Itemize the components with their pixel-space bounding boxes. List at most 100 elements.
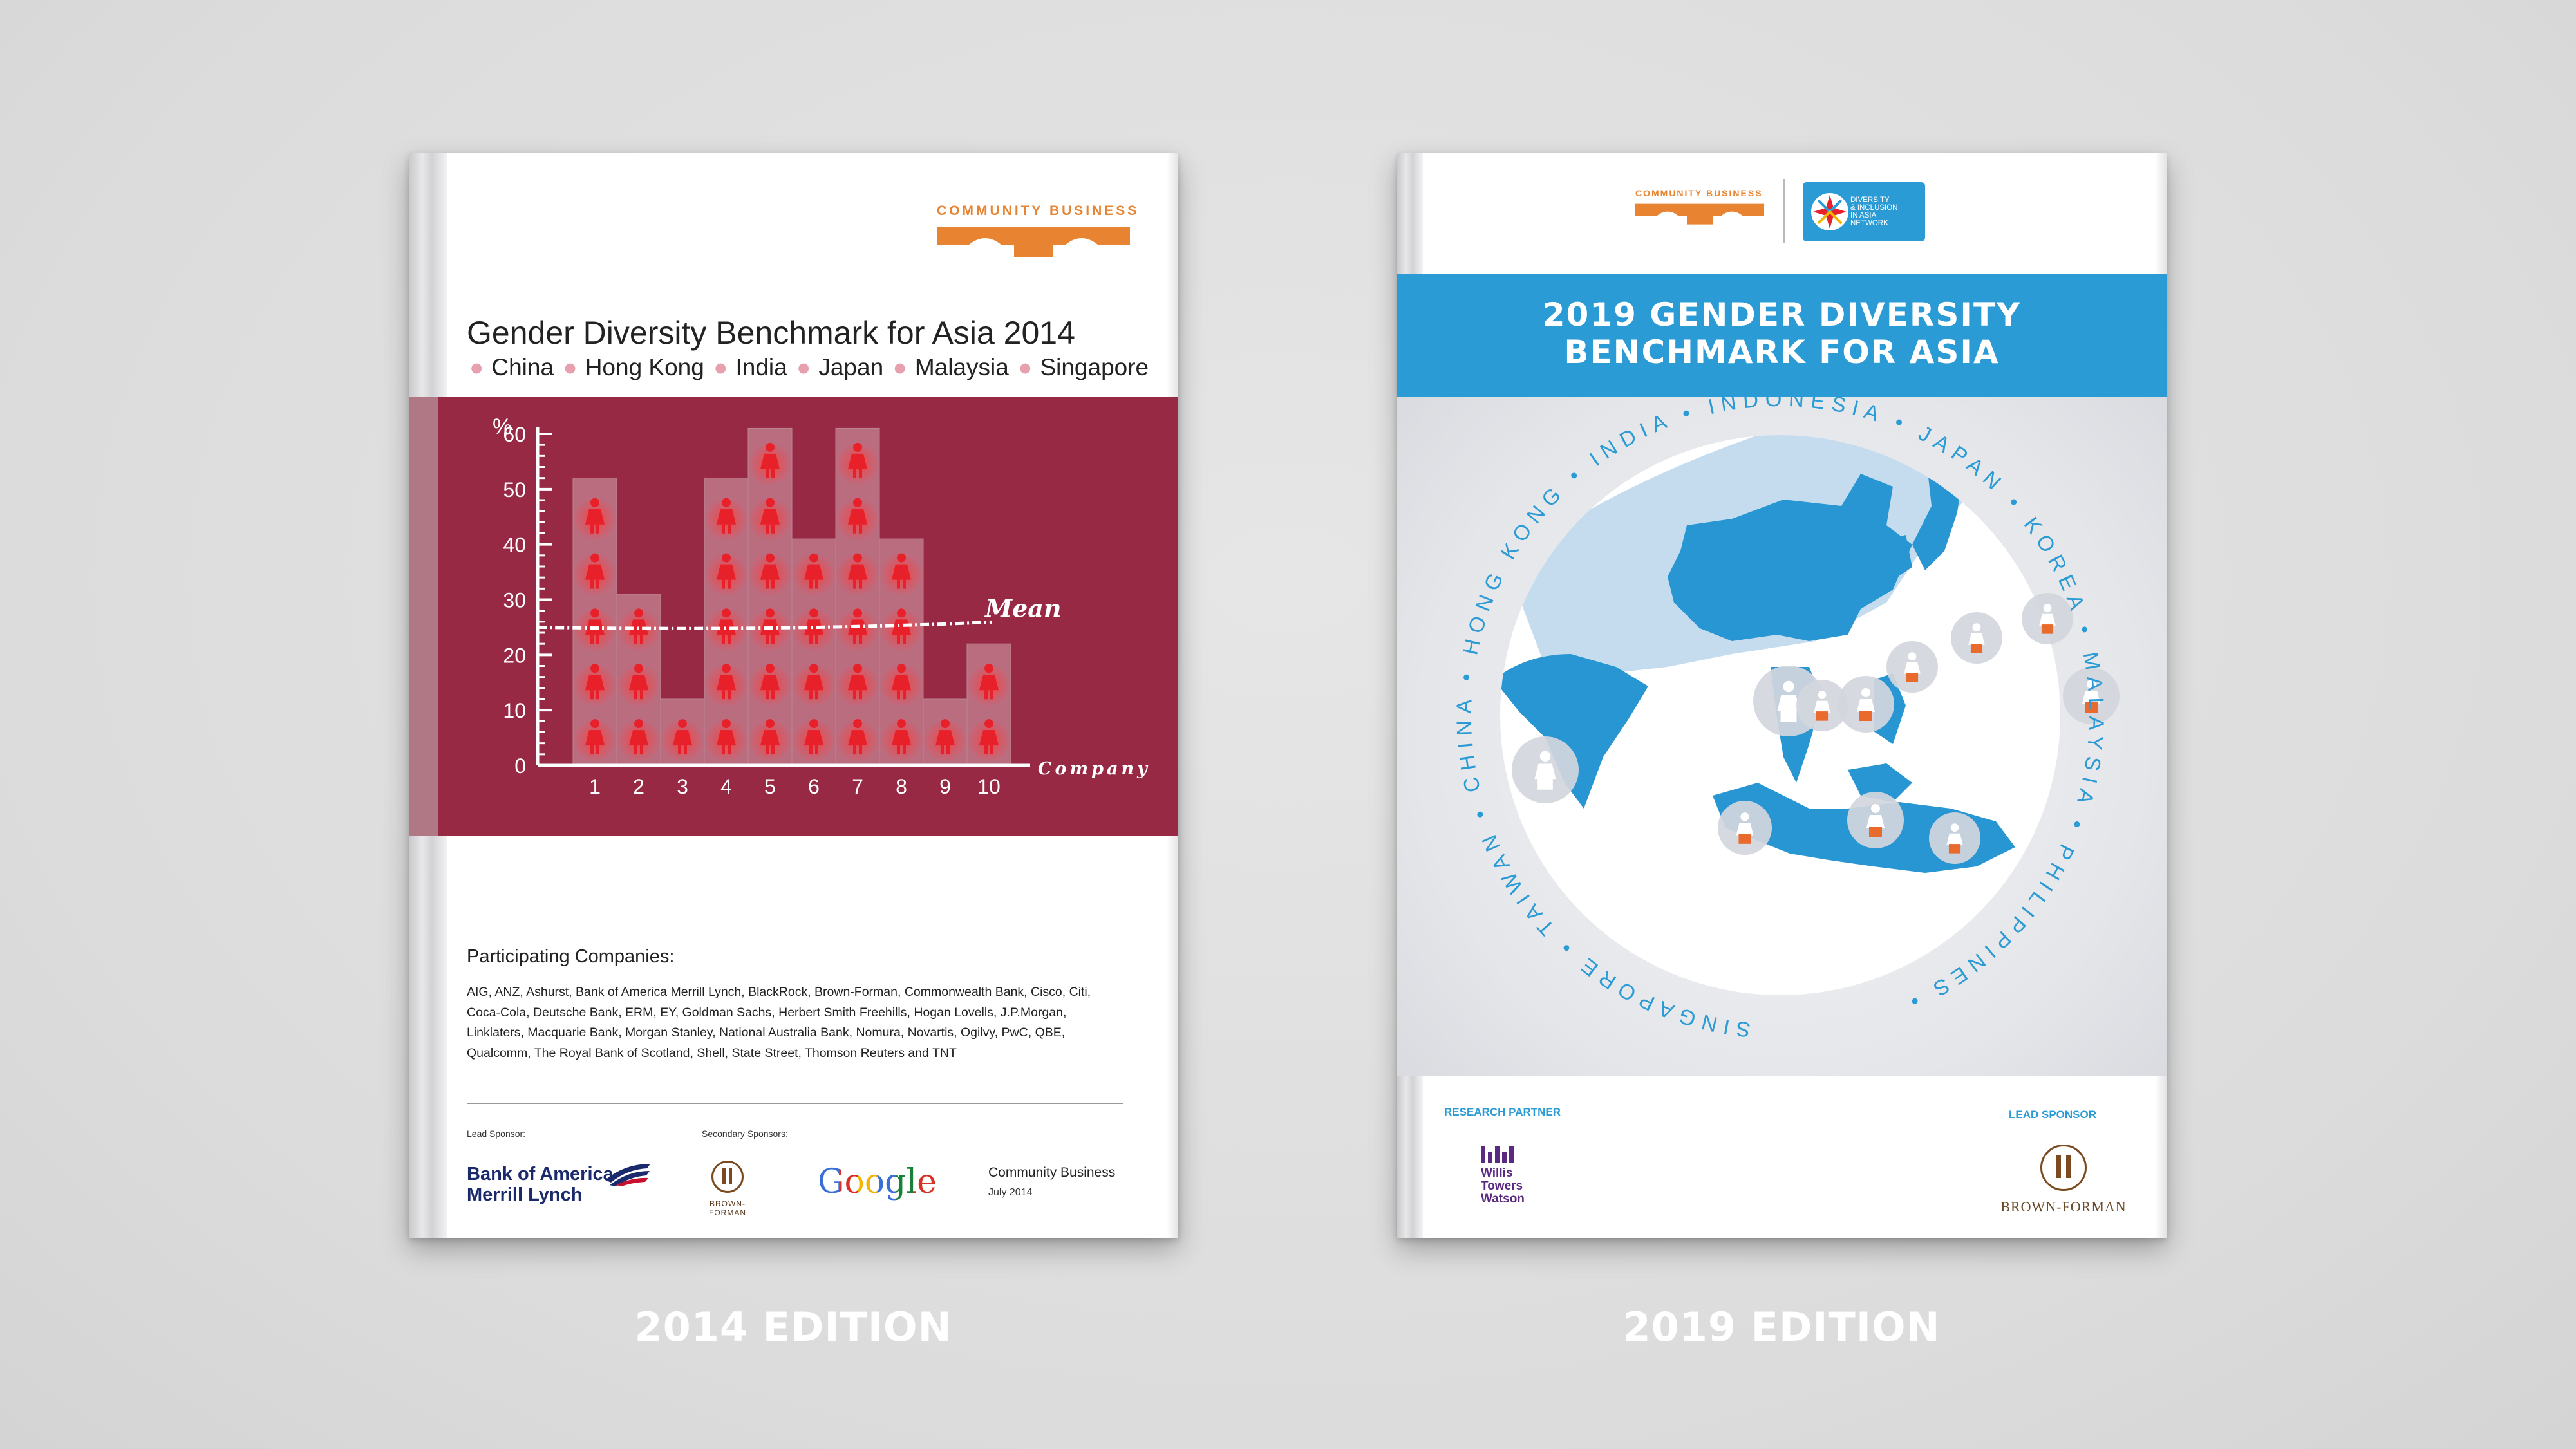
google-logo: Google	[818, 1163, 937, 1201]
x-tick-label: 5	[764, 775, 776, 798]
person-marker-icon	[1847, 792, 1904, 848]
publisher-logo-text: COMMUNITY BUSINESS	[937, 203, 1140, 218]
y-tick-label: 60	[503, 423, 526, 446]
community-business-logo: COMMUNITY BUSINESS	[1635, 188, 1764, 232]
figure-icon	[836, 663, 879, 707]
brown-forman-logo: BROWN-FORMAN	[1989, 1145, 2138, 1215]
figure-icon	[792, 718, 836, 763]
network-logo-line: IN ASIA	[1850, 212, 1877, 220]
figure-icon	[923, 718, 967, 763]
figure-icon	[879, 608, 923, 652]
x-tick-label: 4	[720, 775, 732, 798]
figure-icon	[573, 552, 617, 597]
figure-icon	[573, 497, 617, 541]
figure-icon	[617, 663, 661, 707]
logo-separator	[1783, 179, 1785, 243]
community-business-logo: COMMUNITY BUSINESS	[937, 203, 1139, 267]
cover-title-line: BENCHMARK FOR ASIA	[1564, 333, 2000, 371]
bar-chart: % Company 0 10 20 30 40 50 60 1 2 3 4 5 6 7 8 9 10 Mean	[493, 415, 1151, 798]
korea-land	[1883, 535, 1912, 580]
asia-map: SINGAPORE • TAIWAN • CHINA • HONG KONG •…	[1452, 397, 2120, 1042]
figure-icon	[836, 608, 879, 652]
book-cover-2014: COMMUNITY BUSINESS Gender Diversity Benc…	[409, 153, 1178, 1238]
partner-name-line: Watson	[1481, 1192, 1525, 1206]
figure-icon	[879, 552, 923, 597]
wtw-mark-icon	[1481, 1146, 1514, 1163]
person-marker-icon	[1886, 641, 1938, 693]
x-tick-label: 1	[589, 775, 601, 798]
chart-panel-edge	[409, 397, 438, 836]
x-tick-label: 6	[808, 775, 820, 798]
x-tick-label: 8	[896, 775, 907, 798]
person-marker-icon	[1512, 736, 1579, 803]
country-item: Hong Kong	[585, 354, 704, 380]
figure-icon	[748, 497, 792, 541]
network-logo-line: DIVERSITY	[1850, 196, 1890, 204]
publisher-logo-text: COMMUNITY BUSINESS	[1635, 188, 1763, 198]
country-item: Malaysia	[914, 354, 1009, 380]
person-marker-icon	[2022, 593, 2073, 644]
figure-icon	[748, 442, 792, 486]
title-band	[1397, 274, 2167, 397]
y-tick-label: 50	[503, 478, 526, 501]
x-tick-label: 7	[852, 775, 863, 798]
person-marker-icon	[1718, 801, 1772, 855]
figure-icon	[836, 718, 879, 763]
cover-title: 2019 GENDER DIVERSITY BENCHMARK FOR ASIA	[1397, 296, 2167, 371]
country-item: Singapore	[1040, 354, 1149, 380]
marker-group	[1512, 593, 2120, 864]
edition-label-2014: 2014 EDITION	[634, 1304, 952, 1351]
figure-icon	[879, 718, 923, 763]
network-logo-text: DIVERSITY & INCLUSION IN ASIA NETWORK	[1850, 196, 1898, 227]
figure-icon	[573, 608, 617, 652]
figure-icon	[748, 718, 792, 763]
figure-icon	[748, 608, 792, 652]
cover-title-line: 2019 GENDER DIVERSITY	[1542, 296, 2022, 333]
bottle-icon	[711, 1161, 744, 1193]
x-tick-label: 9	[939, 775, 951, 798]
person-marker-icon	[1796, 680, 1848, 731]
y-tick-label: 0	[514, 754, 526, 778]
figure-icon	[967, 663, 1011, 707]
figure-icon	[792, 552, 836, 597]
diversity-inclusion-network-logo: DIVERSITY & INCLUSION IN ASIA NETWORK	[1803, 182, 1925, 241]
sponsor-name: BROWN-FORMAN	[2000, 1199, 2127, 1215]
x-tick-label: 10	[977, 775, 1001, 798]
mean-label: Mean	[984, 594, 1062, 622]
india-land	[1500, 654, 1648, 809]
y-tick-label: 40	[503, 534, 526, 557]
y-tick-label: 20	[503, 644, 526, 667]
y-axis-label: %	[493, 415, 512, 439]
figure-icon	[704, 663, 748, 707]
person-marker-icon	[2063, 668, 2120, 724]
person-marker-icon	[1929, 812, 1980, 864]
x-tick-label: 3	[677, 775, 688, 798]
bridge-icon	[1635, 203, 1764, 225]
partner-name-line: Willis	[1481, 1166, 1513, 1180]
x-axis-label: Company	[1038, 759, 1151, 779]
publish-date: July 2014	[988, 1187, 1033, 1198]
divider	[467, 1103, 1123, 1104]
country-item: Japan	[818, 354, 884, 380]
y-tick-label: 30	[503, 589, 526, 612]
china-land	[1668, 474, 1912, 641]
figure-icon	[573, 663, 617, 707]
figure-icon	[704, 718, 748, 763]
borneo-land	[1848, 763, 1912, 802]
sponsor-name-line: Merrill Lynch	[467, 1184, 583, 1205]
figure-icon	[704, 497, 748, 541]
bank-of-america-logo: Bank of America Merrill Lynch	[467, 1164, 614, 1205]
publisher-name: Community Business	[988, 1165, 1116, 1180]
figure-icon	[792, 608, 836, 652]
figure-icon	[836, 552, 879, 597]
lead-sponsor-label: LEAD SPONSOR	[2009, 1108, 2097, 1121]
edition-label-2019: 2019 EDITION	[1622, 1304, 1941, 1351]
brown-forman-logo: BROWN-FORMAN	[695, 1161, 760, 1217]
figure-icon	[573, 718, 617, 763]
research-partner-label: RESEARCH PARTNER	[1444, 1106, 1561, 1118]
figure-icon	[879, 663, 923, 707]
willis-towers-watson-logo: Willis Towers Watson	[1481, 1167, 1525, 1206]
country-list: ● China ● Hong Kong ● India ● Japan ● Malaysi…	[469, 354, 1149, 380]
network-logo-line: NETWORK	[1850, 220, 1888, 227]
